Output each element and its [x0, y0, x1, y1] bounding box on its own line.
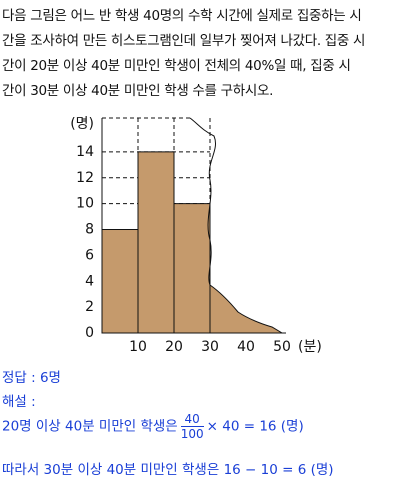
tear-edge [189, 117, 216, 286]
numerator: 40 [180, 412, 204, 427]
x-axis-label: (분) [298, 339, 322, 355]
explain-label: 해설 : [2, 394, 36, 410]
y-axis-label: (명) [70, 116, 94, 132]
bar [173, 203, 211, 334]
solution-text: 20명 이상 40분 미만인 학생은 [2, 418, 178, 435]
torn-area [209, 284, 284, 334]
problem-line: 간을 조사하여 만든 히스토그램인데 일부가 찢어져 나갔다. 집중 시 [2, 33, 366, 49]
histogram: 0 2 4 6 8 10 12 14 10 20 30 40 50 (명) (분) [70, 116, 322, 355]
bar [101, 229, 139, 334]
y-tick-label: 4 [85, 273, 94, 289]
y-tick-label: 10 [76, 196, 94, 212]
fraction: 40 100 [180, 412, 204, 441]
x-tick-label: 20 [165, 339, 183, 355]
y-tick-label: 12 [76, 170, 94, 186]
y-tick-label: 14 [76, 144, 94, 160]
denominator: 100 [180, 427, 204, 441]
x-tick-label: 50 [273, 339, 291, 355]
x-tick-label: 10 [129, 339, 147, 355]
bar [137, 151, 175, 334]
problem-line: 다음 그림은 어느 반 학생 40명의 수학 시간에 실제로 집중하는 시 [2, 8, 362, 24]
solution-line: 20명 이상 40분 미만인 학생은 40 100 × 40 = 16 (명) [2, 412, 304, 441]
x-tick-label: 40 [237, 339, 255, 355]
problem-line: 간이 30분 이상 40분 미만인 학생 수를 구하시오. [2, 83, 274, 99]
y-tick-label: 2 [85, 299, 94, 315]
problem-line: 간이 20분 이상 40분 미만인 학생이 전체의 40%일 때, 집중 시 [2, 58, 351, 74]
solution-line: 따라서 30분 이상 40분 미만인 학생은 16 − 10 = 6 (명) [2, 462, 334, 478]
answer: 정답 : 6명 [2, 370, 61, 386]
y-tick-label: 0 [85, 325, 94, 341]
solution-text: × 40 = 16 (명) [206, 418, 304, 435]
y-tick-label: 6 [85, 247, 94, 263]
x-tick-label: 30 [201, 339, 219, 355]
y-tick-label: 8 [85, 222, 94, 238]
